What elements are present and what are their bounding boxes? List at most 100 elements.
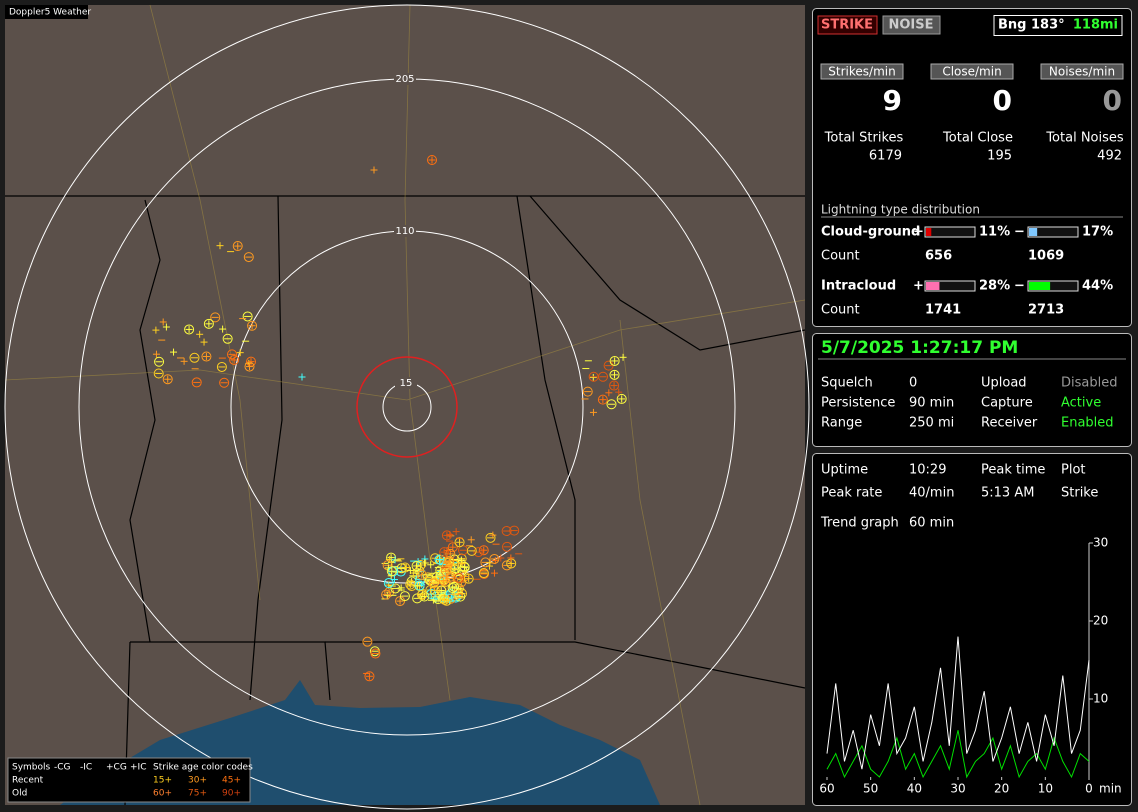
strike-symbol bbox=[227, 349, 238, 360]
strike-symbol bbox=[162, 374, 173, 385]
strike-symbol bbox=[478, 568, 489, 579]
legend-column: +IC bbox=[130, 763, 146, 773]
strike-symbol bbox=[153, 368, 164, 379]
total-value: 6179 bbox=[869, 149, 902, 164]
strike-symbol bbox=[244, 361, 255, 372]
noise-button-label: NOISE bbox=[888, 18, 933, 33]
legend-row: Old bbox=[12, 789, 27, 799]
stat: Peak rate bbox=[821, 486, 882, 501]
strike-symbol bbox=[201, 351, 212, 362]
strike-symbol bbox=[588, 371, 599, 382]
strike-symbol bbox=[242, 311, 253, 322]
strike-symbol bbox=[609, 380, 620, 391]
strike-symbol bbox=[454, 537, 465, 548]
stat: 40/min bbox=[909, 486, 954, 501]
setting: Receiver bbox=[981, 416, 1038, 431]
strike-symbol bbox=[489, 553, 500, 564]
stat: Plot bbox=[1061, 463, 1086, 478]
strike-symbol bbox=[362, 636, 373, 647]
strike-symbol bbox=[427, 155, 437, 165]
age-code: 75+ bbox=[188, 789, 207, 799]
age-code: 45+ bbox=[222, 776, 241, 786]
strike-symbol bbox=[154, 356, 165, 367]
strike-symbol bbox=[383, 578, 394, 589]
rate-label-box bbox=[1040, 63, 1124, 80]
sign: + bbox=[913, 225, 924, 240]
strike-symbol bbox=[438, 593, 449, 604]
ring-label: 205 bbox=[395, 74, 414, 85]
setting: Capture bbox=[981, 396, 1033, 411]
count-value: 2713 bbox=[1028, 303, 1064, 318]
ring-label-bg bbox=[395, 377, 417, 389]
legend-row: Recent bbox=[12, 776, 44, 786]
x-tick-label: 50 bbox=[863, 782, 878, 796]
strike-symbol bbox=[597, 394, 608, 405]
percent-label: 17% bbox=[1082, 225, 1113, 240]
panel-settings bbox=[812, 333, 1132, 447]
bar-track bbox=[924, 280, 976, 292]
x-unit: min bbox=[1099, 782, 1122, 796]
y-tick-label: 10 bbox=[1093, 692, 1108, 706]
rate-label: Noises/min bbox=[1049, 65, 1115, 79]
stat: Peak time bbox=[981, 463, 1045, 478]
setting: Active bbox=[1061, 396, 1101, 411]
strike-symbol bbox=[473, 547, 484, 558]
strike-symbol bbox=[370, 648, 381, 659]
strike-symbol bbox=[216, 361, 227, 372]
bar-track bbox=[924, 226, 976, 238]
strike-symbol bbox=[399, 591, 410, 602]
stat: 10:29 bbox=[909, 463, 946, 478]
trend-line bbox=[826, 636, 1090, 770]
strike-symbol bbox=[210, 312, 221, 323]
noise-button[interactable] bbox=[882, 15, 941, 35]
total-value: 195 bbox=[987, 149, 1012, 164]
type-label: Cloud-ground bbox=[821, 225, 920, 240]
distance: 118mi bbox=[1073, 18, 1118, 33]
strike-symbol bbox=[439, 547, 450, 558]
strike-symbol bbox=[419, 591, 430, 602]
x-tick-label: 10 bbox=[1038, 782, 1053, 796]
sign: − bbox=[1014, 225, 1025, 240]
strike-symbol bbox=[191, 377, 202, 388]
land bbox=[5, 5, 805, 805]
rate-label: Strikes/min bbox=[828, 65, 895, 79]
strike-symbol bbox=[447, 583, 458, 594]
strike-button[interactable] bbox=[817, 15, 878, 35]
strike-symbol bbox=[447, 542, 458, 553]
setting: Disabled bbox=[1061, 376, 1117, 391]
strike-symbol bbox=[606, 399, 617, 410]
total-label: Total Close bbox=[942, 131, 1013, 146]
x-tick-label: 30 bbox=[950, 782, 965, 796]
age-code: 90+ bbox=[222, 789, 241, 799]
ring-label: 15 bbox=[400, 378, 413, 389]
strike-symbol bbox=[390, 583, 401, 594]
percent-label: 11% bbox=[979, 225, 1010, 240]
strike-symbol bbox=[454, 573, 465, 584]
count-value: 1069 bbox=[1028, 249, 1064, 264]
stat: Uptime bbox=[821, 463, 868, 478]
total-value: 492 bbox=[1097, 149, 1122, 164]
count-value: 1741 bbox=[925, 303, 961, 318]
stat: Strike bbox=[1061, 486, 1098, 501]
bearing-box bbox=[993, 15, 1123, 36]
strike-symbol bbox=[455, 591, 466, 602]
trend-line bbox=[826, 730, 1090, 779]
strike-symbol bbox=[232, 241, 243, 252]
setting: Upload bbox=[981, 376, 1027, 391]
strike-symbol bbox=[416, 589, 427, 600]
total-label: Total Noises bbox=[1045, 131, 1124, 146]
strike-symbol bbox=[219, 377, 230, 388]
strike-symbol bbox=[463, 573, 474, 584]
strike-symbol bbox=[444, 555, 455, 566]
strike-symbol bbox=[400, 562, 411, 573]
sign: + bbox=[913, 279, 924, 294]
rate-value: 0 bbox=[1103, 84, 1122, 117]
legend-header: Strike age color codes bbox=[153, 763, 253, 773]
strike-symbol bbox=[243, 252, 254, 263]
strike-symbol bbox=[449, 581, 460, 592]
strike-symbol bbox=[364, 671, 375, 682]
count-value: 656 bbox=[925, 249, 952, 264]
percent-bar bbox=[1029, 228, 1038, 236]
